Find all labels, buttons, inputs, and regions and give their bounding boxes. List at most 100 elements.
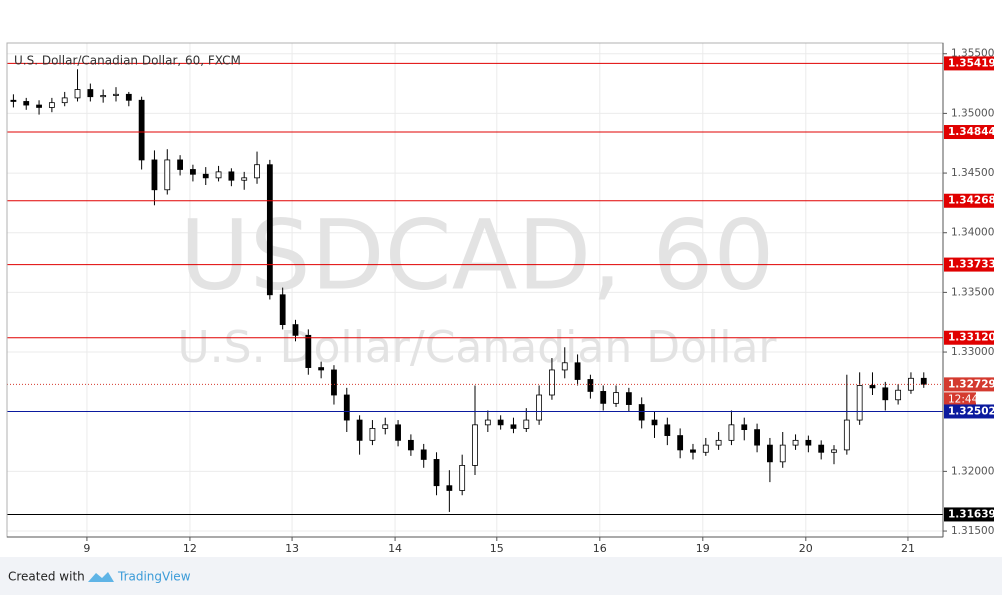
candles [10,69,927,512]
candle-body [36,104,42,108]
candle-body [779,444,786,463]
y-tick-label: 1.31500 [951,525,994,537]
candle-body [613,392,619,404]
candle-body [138,99,145,161]
candle-body [420,449,427,460]
axes: 1.35500 1.35000 1.34500 1.34000 1.33500 1.330… [83,48,994,555]
candle-body [23,101,30,106]
y-tick-label: 1.33000 [951,346,994,358]
y-tick-label: 1.32000 [951,465,994,477]
candle-body [10,99,17,102]
candle-body [472,424,478,466]
candle-body [497,419,504,426]
candle-body [125,93,132,101]
candle-body [266,164,273,296]
candle-body [395,424,401,441]
x-tick-label: 15 [490,542,504,555]
level-label: 1.34844 [948,126,996,138]
candle-body [549,369,555,396]
candle-body [741,424,748,431]
level-label: 1.33120 [948,332,996,344]
x-tick-label: 13 [285,542,299,555]
level-label-box [944,193,994,208]
candle-body [920,377,927,385]
candle-body [638,404,645,421]
candle-body [215,171,222,179]
candle-body [74,89,81,99]
candle-body [484,419,491,426]
candle-body [305,334,312,368]
level-label-box [944,404,994,419]
watermark-subtitle: U.S. Dollar/Canadian Dollar [177,322,777,373]
candle-body [600,391,607,404]
candle-body [510,424,517,429]
tradingview-logo [88,572,114,582]
candle-body [100,95,107,98]
candle-body [664,424,671,436]
countdown-box [944,392,976,407]
level-label: 1.34268 [948,195,996,207]
watermark: USDCAD, 60 [180,199,775,311]
candle-body [241,177,248,181]
logo-icon [88,572,114,582]
candle-body [292,324,299,336]
candle-body [767,444,773,463]
level-label-box [944,377,994,392]
candle-body [331,369,337,396]
level-label-box [944,56,994,71]
candle-body [369,428,376,441]
x-tick-label: 21 [901,542,915,555]
countdown-label: 12:44 [948,393,979,405]
candle-body [702,444,709,453]
x-tick-label: 12 [183,542,197,555]
candle-body [856,385,863,421]
candle-body [151,159,158,191]
candle-body [574,362,581,380]
level-label: 1.33733 [948,259,996,271]
candle-body [818,444,825,453]
candle-body [843,419,850,451]
candle-body [561,362,568,371]
level-label: 1.31639 [948,508,996,520]
y-tick-label: 1.34500 [951,167,994,179]
x-tick-label: 20 [799,542,813,555]
candle-body [831,449,837,453]
candle-body [407,439,414,451]
candle-body [715,439,722,446]
x-tick-label: 14 [388,542,402,555]
candle-body [792,439,799,446]
candle-body [882,387,889,401]
y-tick-label: 1.34000 [951,227,994,239]
created-with: Created with [8,570,85,584]
candle-body [382,424,389,429]
candle-body [254,164,260,179]
candle-body [87,89,94,98]
candle-body [202,173,209,179]
candle-body [690,449,696,453]
level-label-box [944,257,994,272]
candle-body [869,385,876,389]
candle-body [754,429,760,446]
chart-title: U.S. Dollar/Canadian Dollar, 60, FXCM [14,54,241,68]
brand[interactable]: TradingView [117,570,191,584]
candle-body [651,419,658,426]
candle-body [536,394,543,421]
y-tick-label: 1.35000 [951,107,994,119]
candle-body [190,169,196,175]
candle-body [318,367,325,371]
candle-body [113,93,119,96]
x-tick-label: 16 [593,542,607,555]
footer-bar [0,557,1002,595]
level-label-box [944,330,994,345]
candle-body [677,435,684,451]
candle-body [805,439,812,446]
candle-body [446,485,453,491]
candle-body [343,394,350,421]
candle-body [587,379,594,392]
candle-body [356,419,363,441]
y-tick-label: 1.33500 [951,286,994,298]
candle-body [228,171,235,181]
candle-body [177,159,183,170]
